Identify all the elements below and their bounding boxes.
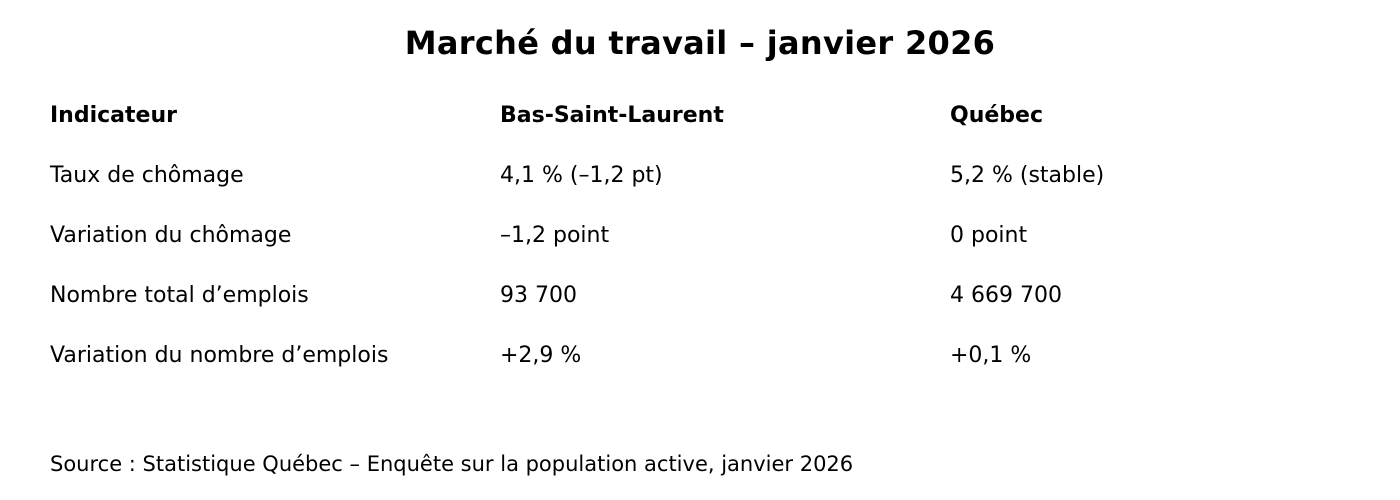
header-indicator: Indicateur [50,103,177,128]
cell-qc-value: 0 point [950,223,1028,248]
cell-indicator: Variation du nombre d’emplois [50,343,389,368]
table-row: Nombre total d’emplois 93 700 4 669 700 [50,266,1370,326]
cell-indicator: Variation du chômage [50,223,292,248]
cell-indicator: Taux de chômage [50,163,244,188]
table-header-row: Indicateur Bas-Saint-Laurent Québec [50,86,1370,146]
cell-bsl-value: –1,2 point [500,223,610,248]
cell-qc-value: +0,1 % [950,343,1032,368]
cell-bsl-value: 93 700 [500,283,577,308]
labour-market-table: Indicateur Bas-Saint-Laurent Québec Taux… [50,86,1370,386]
table-row: Variation du nombre d’emplois +2,9 % +0,… [50,326,1370,386]
cell-indicator: Nombre total d’emplois [50,283,309,308]
cell-qc-value: 4 669 700 [950,283,1062,308]
cell-bsl-value: 4,1 % (–1,2 pt) [500,163,663,188]
cell-bsl-value: +2,9 % [500,343,582,368]
source-note: Source : Statistique Québec – Enquête su… [50,452,854,476]
table-row: Variation du chômage –1,2 point 0 point [50,206,1370,266]
page-title: Marché du travail – janvier 2026 [404,24,996,62]
header-bas-saint-laurent: Bas-Saint-Laurent [500,103,724,128]
cell-qc-value: 5,2 % (stable) [950,163,1105,188]
header-quebec: Québec [950,103,1043,128]
table-row: Taux de chômage 4,1 % (–1,2 pt) 5,2 % (s… [50,146,1370,206]
